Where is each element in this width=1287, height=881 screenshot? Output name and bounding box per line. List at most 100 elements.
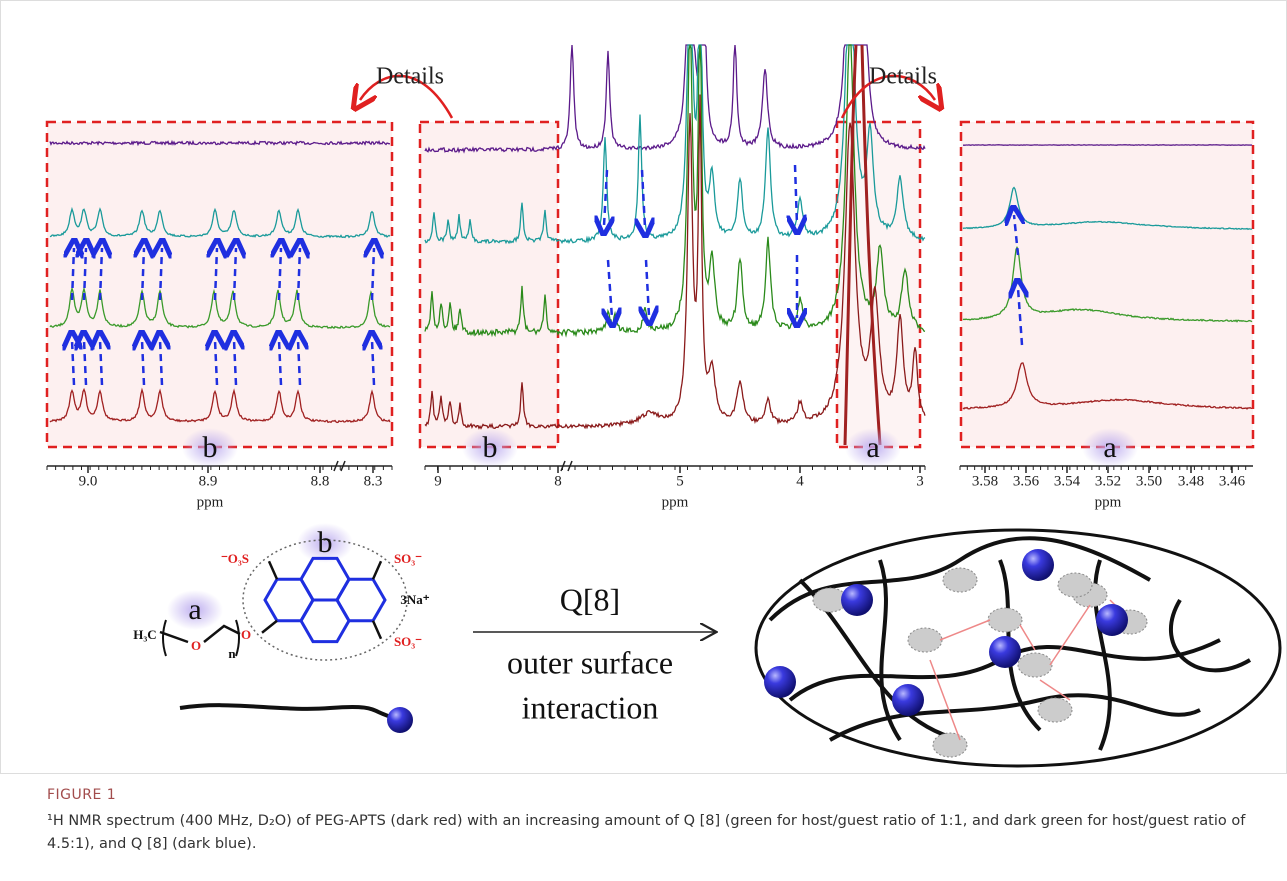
spectrum-trace <box>49 286 391 330</box>
shift-arrow <box>84 248 86 301</box>
label-glow <box>167 590 223 630</box>
aromatic-ring <box>263 577 315 623</box>
peg-chain <box>159 624 241 644</box>
axis-label: ppm <box>1095 494 1122 510</box>
pyrene-ball <box>1096 604 1128 636</box>
spectrum-trace <box>424 44 926 338</box>
axis-label: ppm <box>197 494 224 510</box>
condition: outer surface <box>507 644 673 680</box>
label-glow <box>182 428 238 468</box>
shift-arrow <box>142 248 144 301</box>
tick-label: 8.3 <box>364 473 383 489</box>
end-group: H₃C <box>133 627 156 642</box>
figure: 9.0 8.9 8.8 8.3 9 8 5 4 3 3.58 3.56 3.54 3.52 3.50 3.4… <box>0 0 1287 774</box>
shift-arrow <box>84 340 86 386</box>
tick-label: 3.58 <box>972 473 998 489</box>
tick-label: 9.0 <box>79 473 98 489</box>
shift-arrow <box>604 169 607 226</box>
shift-arrow <box>100 340 102 386</box>
pyrene-ball <box>387 707 413 733</box>
details-label: Details <box>376 64 444 90</box>
spectrum-trace <box>424 44 926 245</box>
shift-arrow <box>608 259 612 318</box>
caption-text: ¹H NMR spectrum (400 MHz, D₂O) of PEG-AP… <box>47 813 1246 852</box>
repeat-index: n <box>228 646 236 661</box>
axis-break <box>333 460 346 472</box>
shift-arrow <box>642 169 645 228</box>
structure <box>159 539 413 733</box>
shift-arrow <box>234 248 236 301</box>
tick-label: 3 <box>916 473 924 489</box>
shift-arrow <box>372 248 374 301</box>
shift-arrow <box>72 248 74 301</box>
detail-box <box>835 120 922 449</box>
details-arrow <box>360 74 454 119</box>
polymer-strand <box>829 693 1201 742</box>
chem-group: ⁻O₃S <box>221 551 249 566</box>
shift-arrow <box>372 340 374 386</box>
polymer-strand <box>1093 559 1112 751</box>
spectrum-trace <box>49 206 391 239</box>
structure-label: b <box>318 526 333 559</box>
tick-label: 3.56 <box>1013 473 1040 489</box>
tick-label: 5 <box>676 473 684 489</box>
tick-label: 8.8 <box>311 473 330 489</box>
macrocycle <box>932 732 968 758</box>
tick-label: 8 <box>554 473 562 489</box>
label-glow <box>845 428 901 468</box>
condition: interaction <box>522 689 659 725</box>
axis-label: ppm <box>662 494 689 510</box>
tick-label: 8.9 <box>199 473 218 489</box>
shift-arrow <box>142 340 144 386</box>
label-glow <box>462 428 518 468</box>
structure-label: a <box>188 593 201 626</box>
peak-label: b <box>203 431 218 464</box>
spectrum-trace <box>49 387 391 424</box>
spectrum-trace <box>49 139 391 147</box>
peak-label: a <box>866 431 879 464</box>
axis-break <box>560 460 573 472</box>
tick-label: 9 <box>434 473 442 489</box>
counter-ion: 3Na⁺ <box>400 592 429 607</box>
macrocycle <box>1037 697 1073 723</box>
pyrene-ball <box>892 684 924 716</box>
label-glow <box>297 523 353 563</box>
shift-arrow <box>215 248 217 301</box>
tick-label: 3.54 <box>1054 473 1081 489</box>
detail-box <box>959 120 1255 449</box>
envelope <box>843 44 882 446</box>
shift-arrow <box>298 248 300 301</box>
tick-label: 3.50 <box>1136 473 1162 489</box>
label-glow <box>1082 428 1138 468</box>
shift-arrow <box>72 340 74 386</box>
peak-label: b <box>483 431 498 464</box>
spectrum-trace <box>962 362 1253 410</box>
spectrum-trace <box>424 44 926 154</box>
caption-label: FIGURE 1 <box>47 787 117 803</box>
shift-arrow <box>298 340 300 386</box>
shift-arrow <box>1018 288 1022 346</box>
polymer-chain <box>179 703 396 720</box>
shift-arrow <box>795 164 797 225</box>
macrocycle <box>1017 652 1053 678</box>
details-label: Details <box>869 64 937 90</box>
peak-label: a <box>1103 431 1116 464</box>
polymer-strand <box>1168 598 1252 673</box>
aromatic-ring <box>335 577 387 623</box>
chem-group: SO₃⁻ <box>394 634 422 649</box>
spectra: 9.0 8.9 8.8 8.3 9 8 5 4 3 3.58 3.56 3.54 3.52 3.50 3.4… <box>45 44 1255 630</box>
shift-arrow <box>646 259 649 316</box>
macrocycle <box>987 607 1023 633</box>
shift-arrow <box>160 340 162 386</box>
shift-arrow <box>100 248 102 301</box>
oxygen: O <box>241 627 251 642</box>
oxygen: O <box>191 638 201 653</box>
network <box>754 528 1282 768</box>
details-arrow <box>840 74 935 119</box>
substituent-bonds <box>261 560 383 640</box>
pyrene-ball <box>1022 549 1054 581</box>
tick-label: 3.46 <box>1219 473 1246 489</box>
pyrene-ball <box>764 666 796 698</box>
pyrene-ball <box>841 584 873 616</box>
